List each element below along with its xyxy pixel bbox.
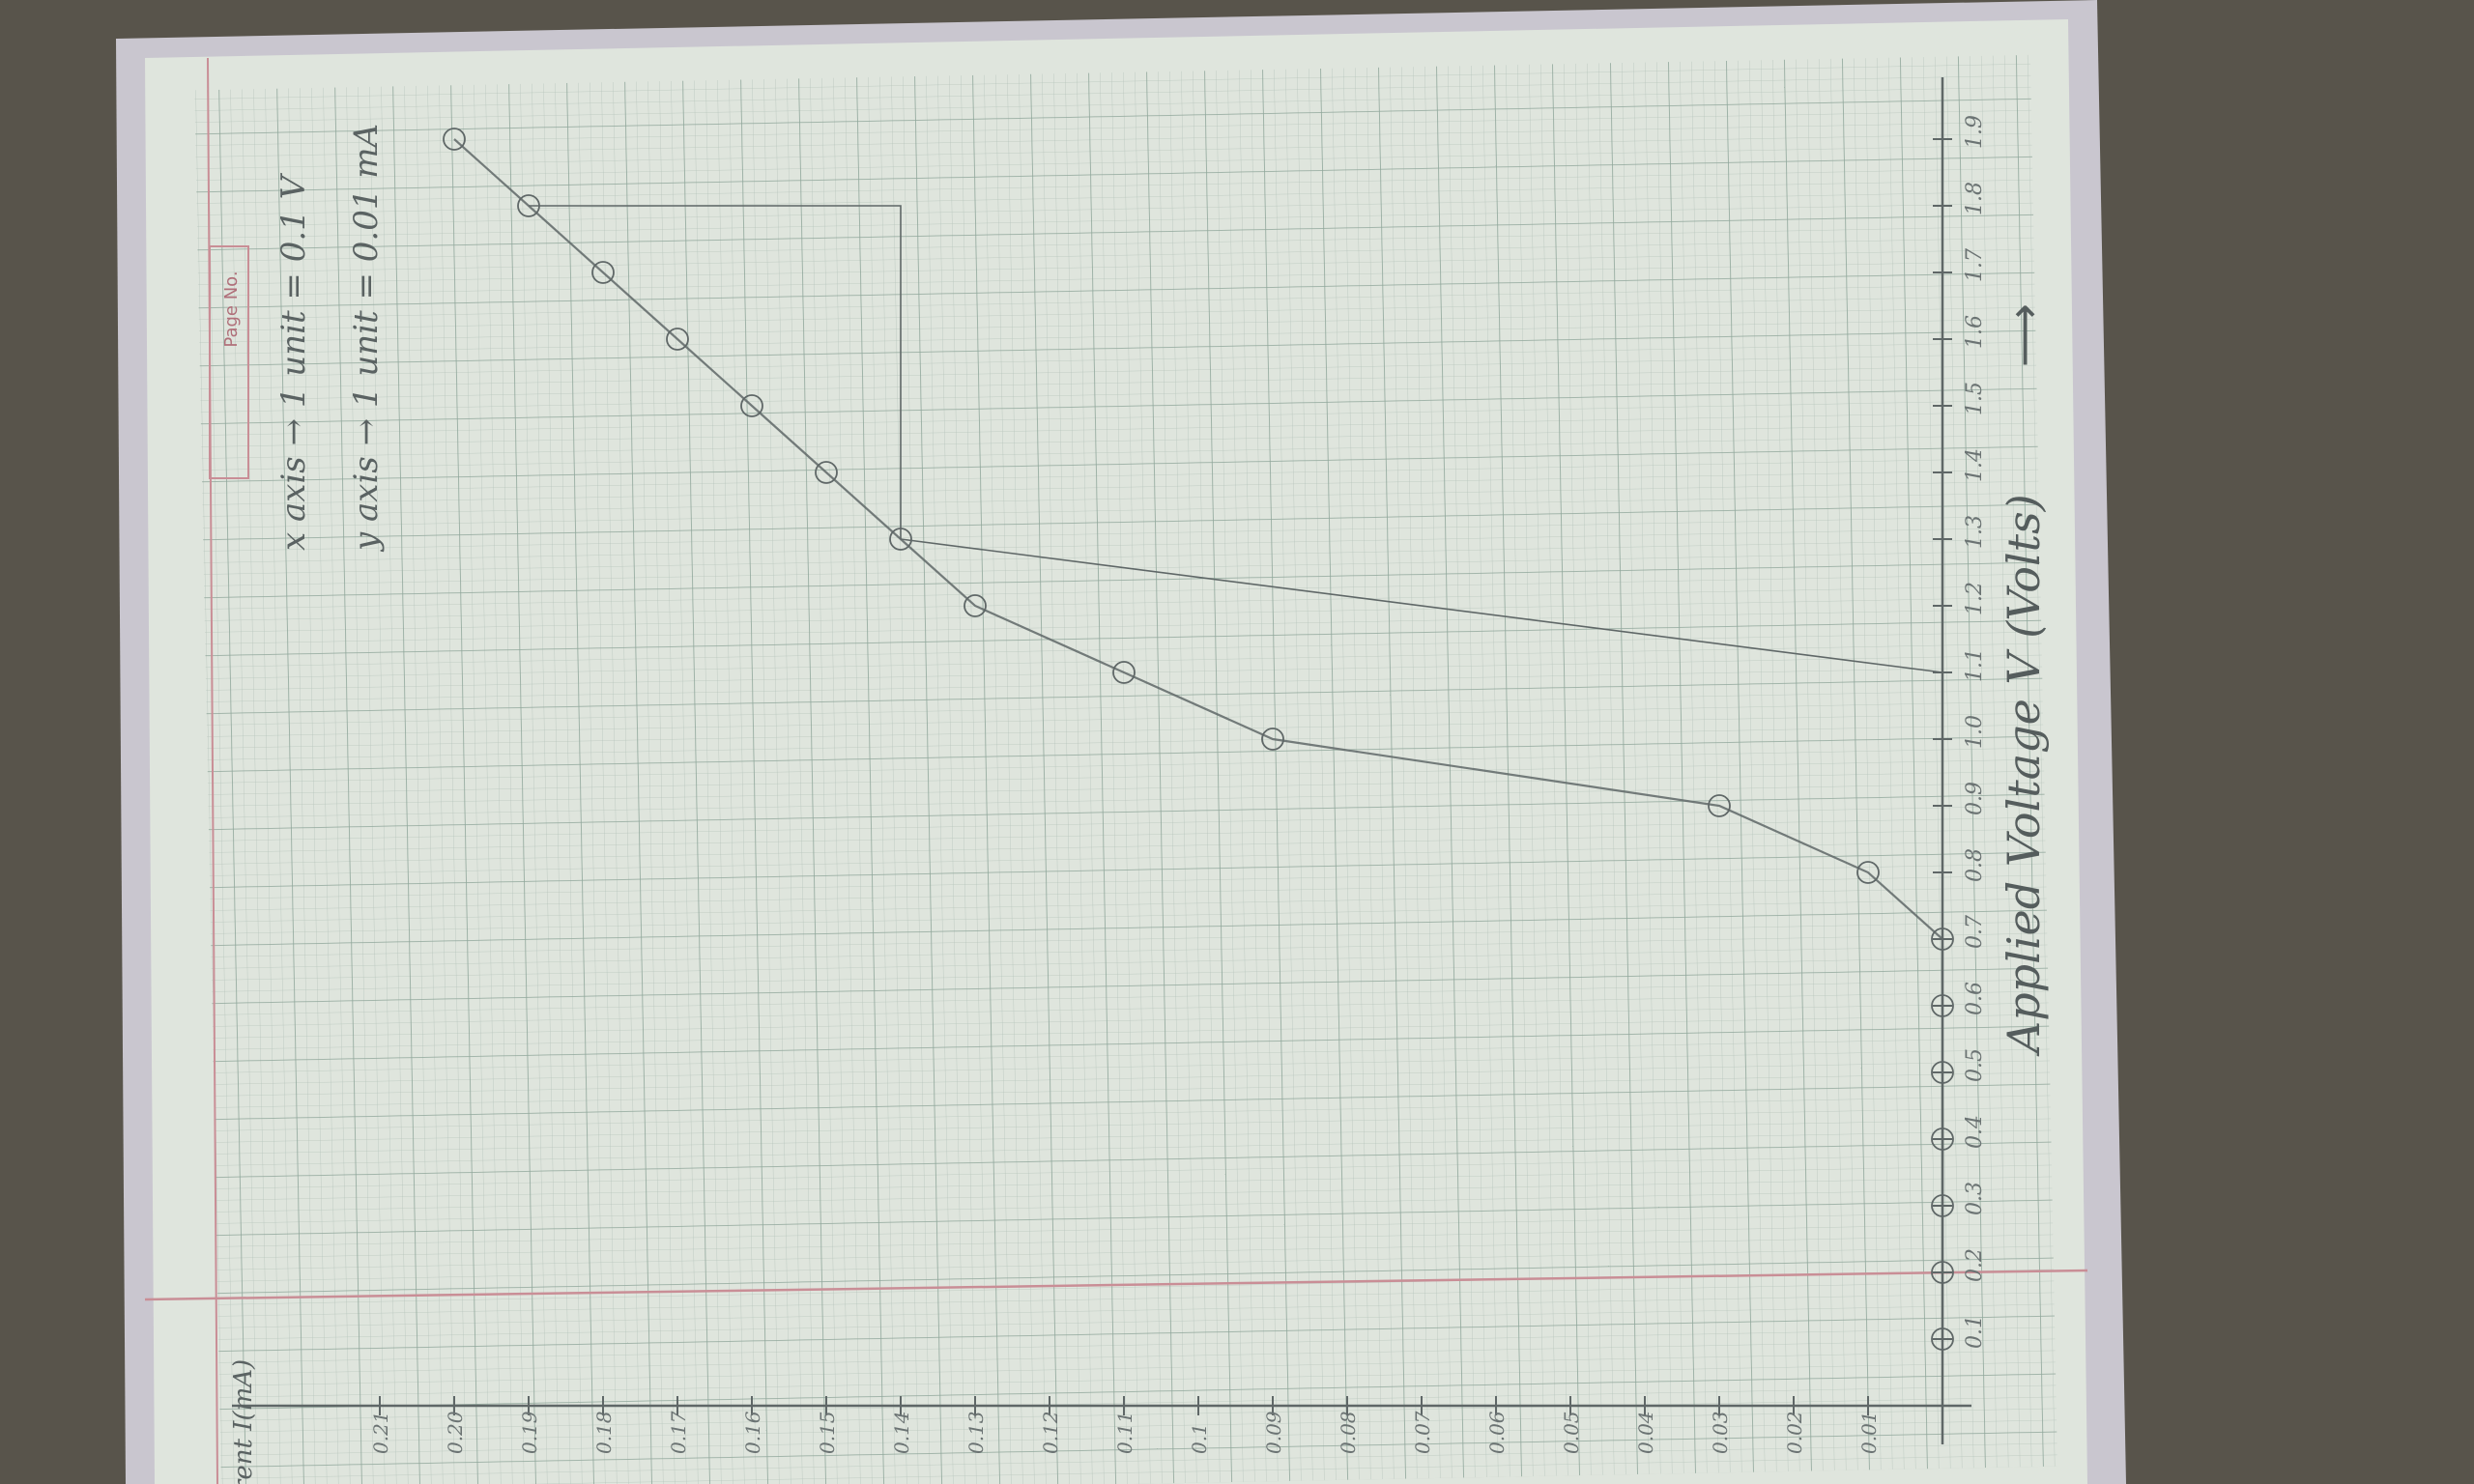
y-tick-label: 0.16 (741, 1411, 764, 1454)
x-tick-label: 0.2 (1963, 1248, 1987, 1282)
x-axis-title: Applied Voltage V (Volts) (1998, 494, 2050, 1057)
series-line (453, 138, 1944, 1339)
margin-line-top (144, 1269, 2088, 1301)
scale-note-x: x axis → 1 unit = 0.1 V (274, 172, 313, 551)
y-tick-label: 0.13 (964, 1411, 988, 1454)
y-tick-label: 0.06 (1485, 1411, 1509, 1454)
page-number-box: Page No. (209, 245, 249, 479)
y-tick-label: 0.03 (1709, 1411, 1732, 1454)
data-point (1112, 661, 1136, 684)
data-point (1931, 1327, 1954, 1351)
y-tick-label: 0.14 (890, 1411, 913, 1454)
y-tick-label: 0.04 (1634, 1411, 1657, 1454)
x-tick-label: 0.9 (1963, 782, 1987, 815)
y-tick-label: 0.08 (1337, 1411, 1360, 1454)
data-point (815, 461, 838, 484)
data-point (1931, 1127, 1954, 1151)
x-tick-label: 0.6 (1963, 982, 1987, 1015)
data-point (740, 394, 763, 417)
data-point (1931, 1261, 1954, 1284)
data-point (1931, 928, 1954, 951)
y-axis-title: Current I(mA) (229, 1359, 258, 1484)
x-tick-label: 0.7 (1963, 915, 1987, 949)
y-tick-label: 0.1 (1188, 1423, 1211, 1454)
x-tick-label: 0.4 (1963, 1115, 1987, 1149)
data-point (1931, 994, 1954, 1017)
chart: 0.1 0.2 0.3 0.4 0.5 0.6 0.7 0.8 0.9 1.0 1.1 1.2 1.3 1… (232, 77, 1987, 1454)
y-tick-label: 0.01 (1857, 1411, 1881, 1454)
data-point (1931, 1061, 1954, 1084)
y-tick-label: 0.07 (1411, 1411, 1434, 1454)
x-tick-label: 1.2 (1963, 582, 1987, 615)
slope-triangle (529, 205, 902, 539)
x-tick-label: 1.3 (1963, 515, 1987, 549)
y-tick-label: 0.11 (1113, 1411, 1136, 1454)
data-point (1931, 1194, 1954, 1217)
x-tick-label: 1.9 (1963, 115, 1987, 149)
y-tick-label: 0.17 (667, 1411, 690, 1454)
grid-area (194, 54, 2057, 1484)
y-tick-label: 0.15 (816, 1411, 839, 1454)
data-point (1261, 728, 1284, 751)
y-tick-label: 0.20 (444, 1411, 467, 1454)
x-tick-label: 1.4 (1963, 448, 1987, 482)
data-point (1708, 794, 1731, 817)
y-tick-label: 0.05 (1560, 1411, 1583, 1454)
x-tick-label: 0.1 (1963, 1315, 1987, 1349)
x-tick-label: 1.1 (1963, 648, 1987, 682)
y-tick-label: 0.18 (592, 1411, 616, 1454)
page-no-label: Page No. (221, 271, 242, 347)
y-tick-label: 0.19 (518, 1411, 541, 1454)
slope-guide-line (900, 538, 1943, 673)
y-tick-label: 0.09 (1262, 1411, 1285, 1454)
x-tick-label: 0.5 (1963, 1048, 1987, 1082)
x-axis-arrow: ⟶ (1998, 303, 2050, 367)
x-tick-label: 1.5 (1963, 382, 1987, 415)
data-point (591, 261, 615, 284)
scale-note-y: y axis → 1 unit = 0.01 mA (347, 124, 386, 553)
data-point (443, 128, 466, 151)
x-tick-label: 1.7 (1963, 248, 1987, 282)
data-point (1856, 861, 1880, 884)
x-tick-label: 1.0 (1963, 715, 1987, 749)
data-point (964, 594, 987, 617)
data-point (666, 328, 689, 351)
x-tick-label: 0.3 (1963, 1182, 1987, 1215)
x-tick-label: 0.8 (1963, 848, 1987, 882)
y-tick-label: 0.21 (369, 1411, 392, 1454)
x-tick-label: 1.6 (1963, 315, 1987, 349)
y-tick-label: 0.02 (1783, 1411, 1806, 1454)
y-tick-label: 0.12 (1039, 1411, 1062, 1454)
x-tick-label: 1.8 (1963, 182, 1987, 215)
